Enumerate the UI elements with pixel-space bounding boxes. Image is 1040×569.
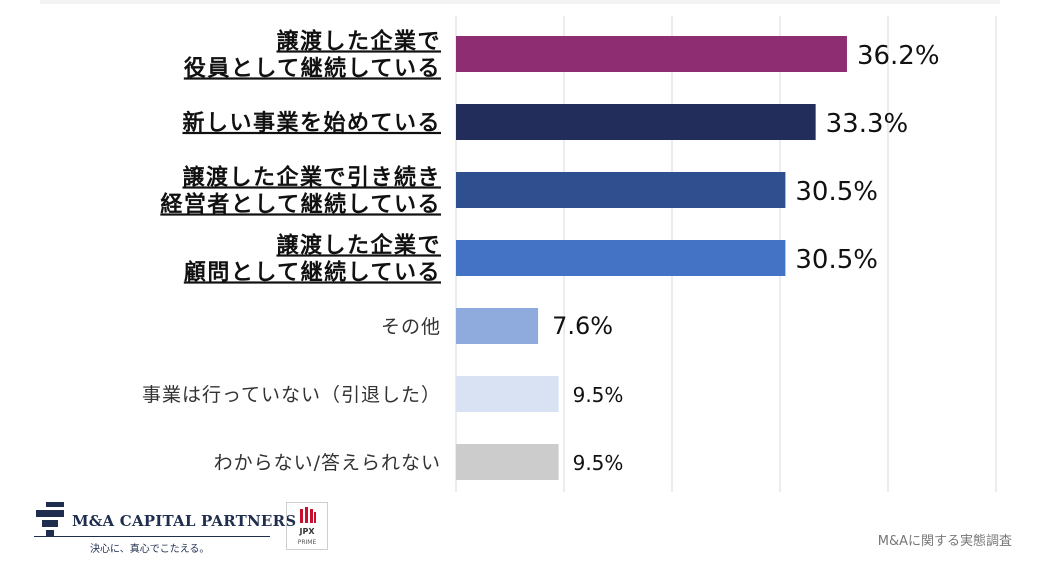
category-label: 顧問として継続している	[184, 259, 441, 285]
category-label: 役員として継続している	[184, 55, 441, 81]
jpx-logo-icon	[300, 507, 316, 523]
bar	[456, 36, 847, 72]
data-label: 9.5%	[573, 451, 624, 475]
data-label: 33.3%	[826, 109, 909, 139]
jpx-sub-label: PRIME	[297, 539, 317, 546]
jpx-prime-badge: JPX PRIME	[286, 502, 328, 550]
category-label: 経営者として継続している	[160, 191, 441, 217]
data-label: 30.5%	[795, 177, 878, 207]
category-label: 譲渡した企業で	[276, 232, 441, 258]
data-label: 7.6%	[552, 312, 613, 340]
bar	[456, 308, 539, 344]
bar	[456, 240, 786, 276]
category-label: わからない/答えられない	[214, 452, 441, 474]
data-label: 30.5%	[795, 245, 878, 275]
category-label: 新しい事業を始めている	[182, 110, 441, 136]
category-label: その他	[381, 316, 441, 338]
bar	[456, 444, 559, 480]
company-name: M&A CAPITAL PARTNERS	[72, 512, 297, 530]
bar-chart: 36.2%譲渡した企業で役員として継続している33.3%新しい事業を始めている3…	[142, 16, 997, 492]
data-label: 36.2%	[857, 41, 940, 71]
jpx-label: JPX	[299, 527, 315, 536]
bar	[456, 376, 559, 412]
source-note: M&Aに関する実態調査	[877, 534, 1012, 549]
data-label: 9.5%	[573, 383, 624, 407]
company-logo-icon	[36, 502, 64, 536]
bar	[456, 104, 816, 140]
logo-divider	[34, 536, 270, 537]
company-logo: M&A CAPITAL PARTNERS 決心に、真心でこたえる。	[30, 500, 296, 560]
company-tagline: 決心に、真心でこたえる。	[90, 544, 210, 555]
bar	[456, 172, 786, 208]
category-label: 譲渡した企業で	[276, 28, 441, 54]
top-divider	[40, 0, 1000, 4]
category-label: 譲渡した企業で引き続き	[182, 164, 441, 190]
category-label: 事業は行っていない（引退した）	[142, 384, 441, 406]
